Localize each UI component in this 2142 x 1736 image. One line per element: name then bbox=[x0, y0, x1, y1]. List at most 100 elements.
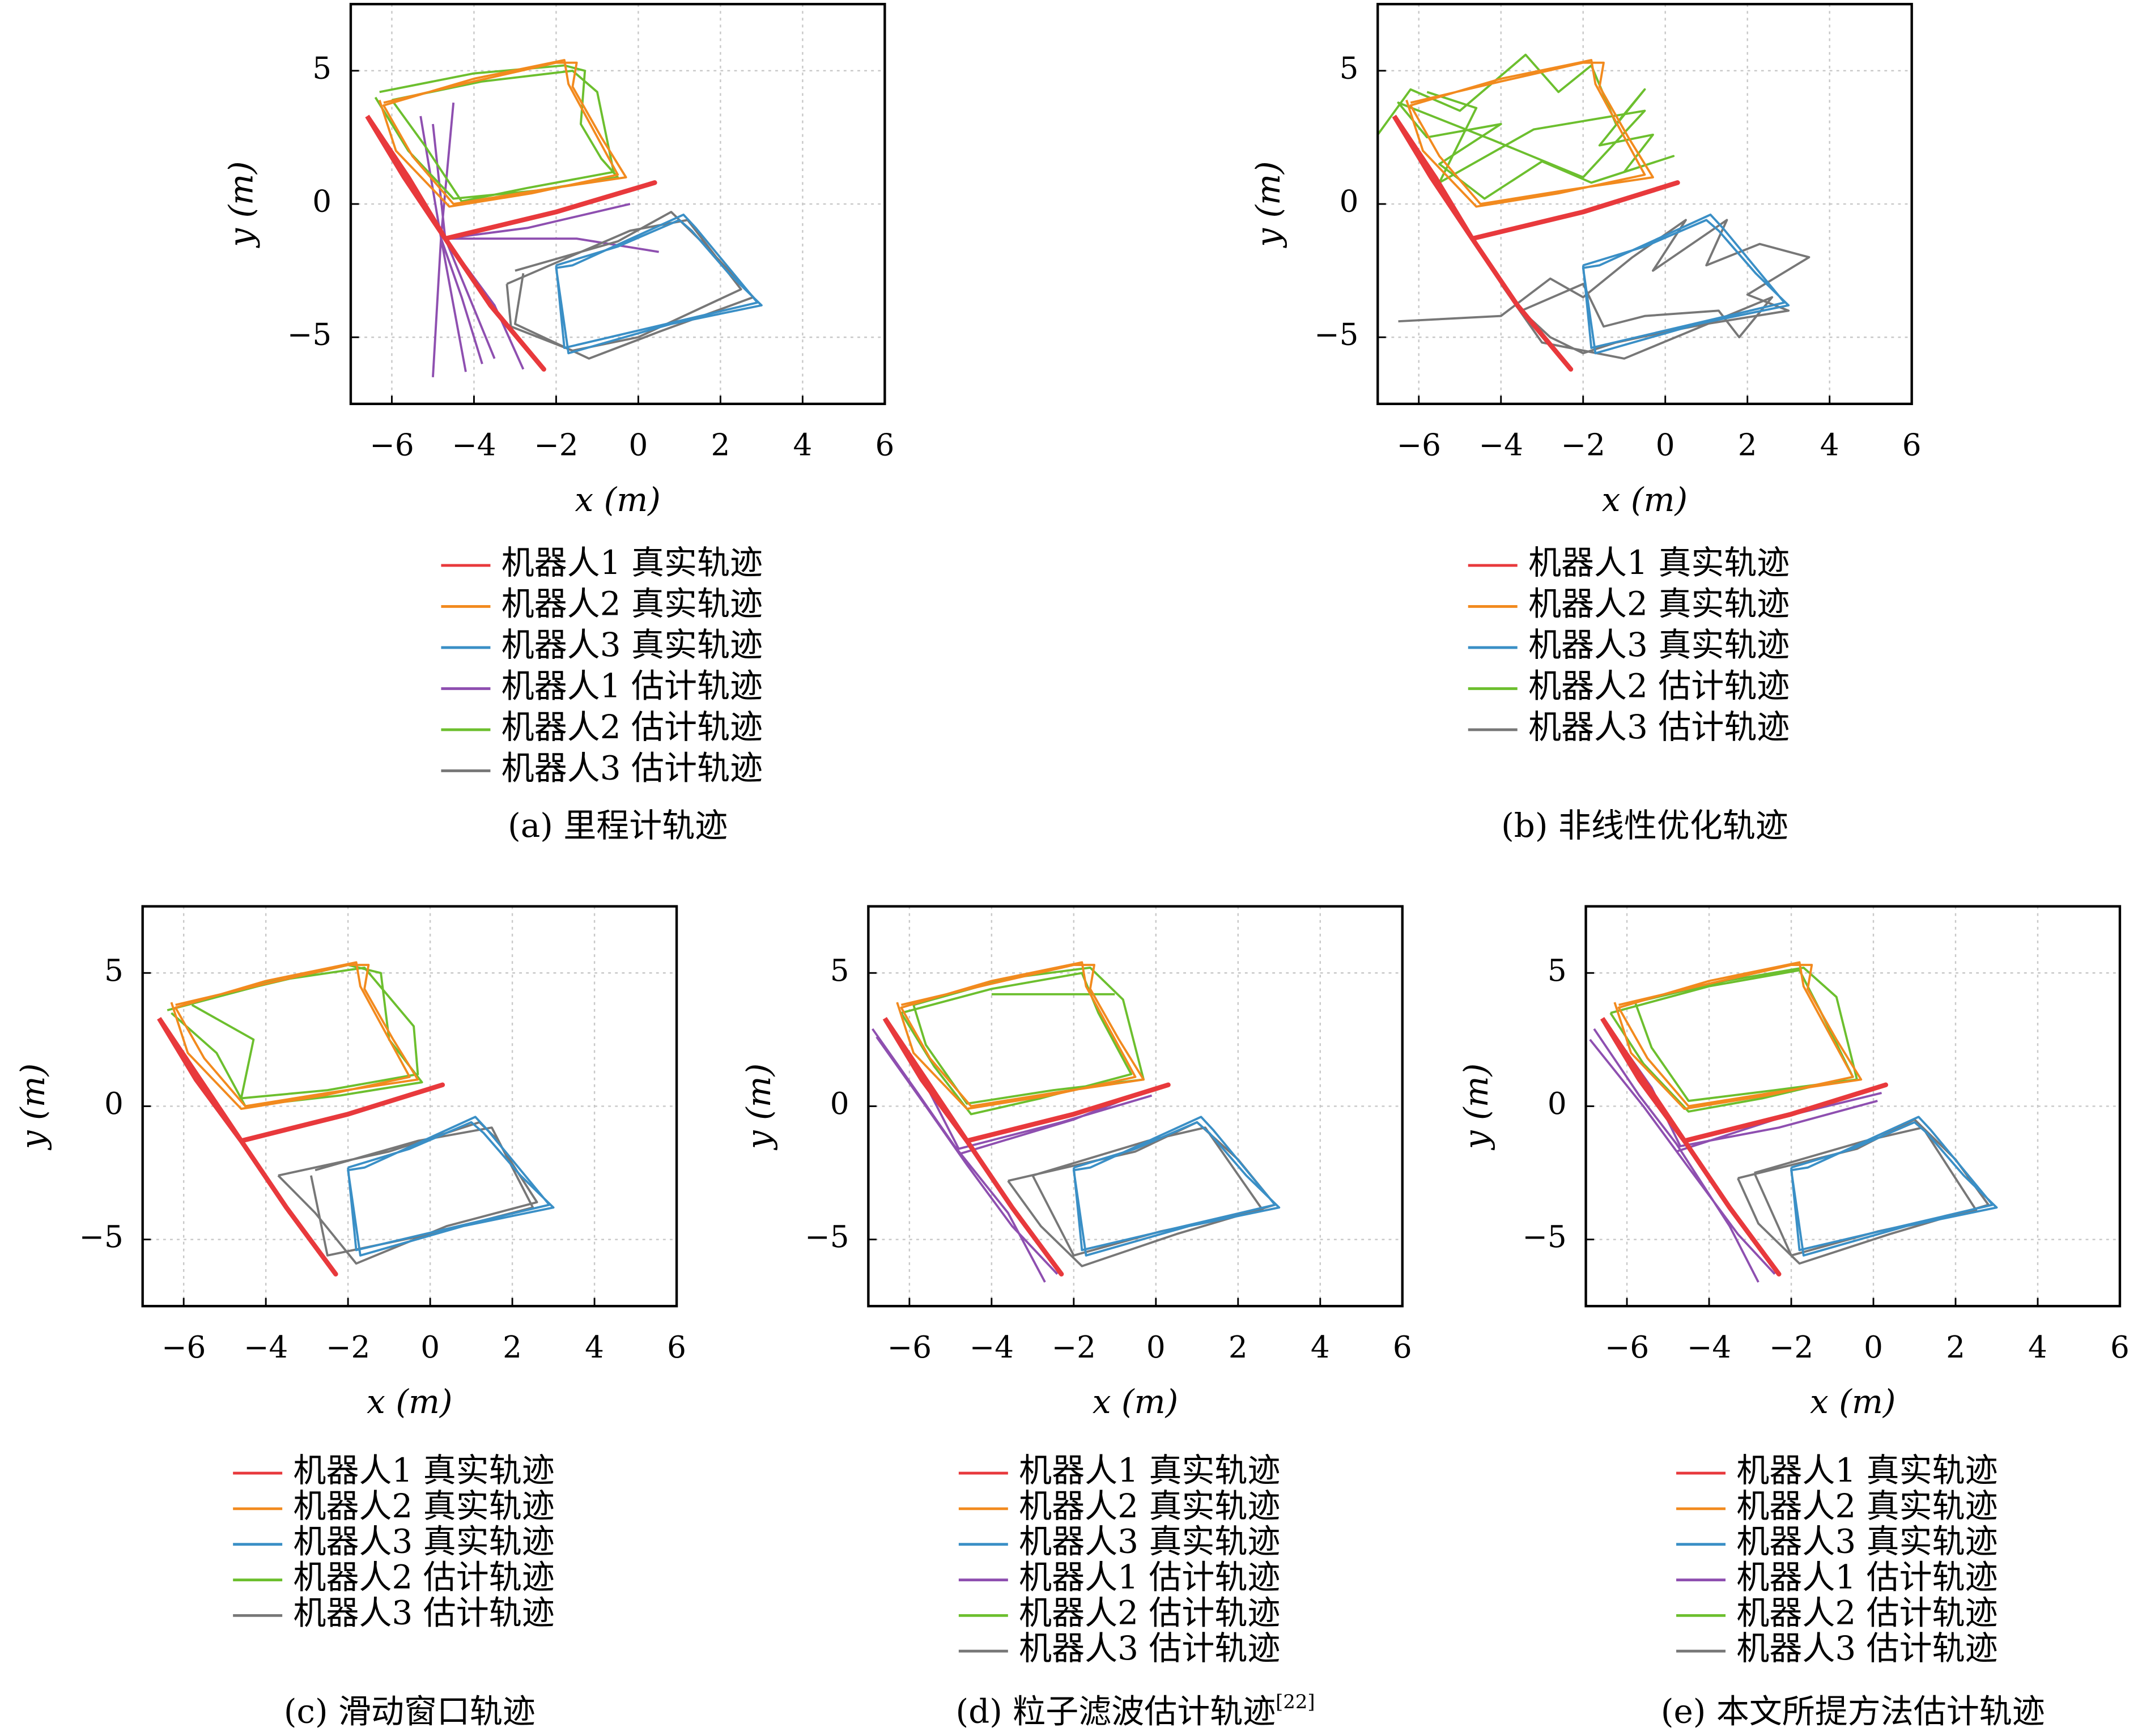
y-tick-label: −5 bbox=[805, 1219, 849, 1254]
legend-label: 机器人2 真实轨迹 bbox=[1019, 1487, 1280, 1525]
y-tick-label: 5 bbox=[104, 953, 124, 988]
x-tick-label: 6 bbox=[1393, 1330, 1412, 1365]
trajectory bbox=[1589, 1023, 1882, 1283]
trajectory bbox=[555, 213, 763, 355]
legend-label: 机器人2 真实轨迹 bbox=[502, 584, 763, 623]
legend-label: 机器人1 真实轨迹 bbox=[293, 1451, 554, 1490]
plot-frame bbox=[1376, 3, 1913, 406]
x-tick-label: 0 bbox=[1864, 1330, 1883, 1365]
legend-label: 机器人3 真实轨迹 bbox=[1736, 1522, 1998, 1561]
citation: [22] bbox=[1276, 1691, 1315, 1713]
caption: (c) 滑动窗口轨迹 bbox=[284, 1692, 536, 1730]
x-tick-label: −4 bbox=[244, 1330, 288, 1365]
plot-frame bbox=[867, 905, 1404, 1308]
plot-frame bbox=[141, 905, 678, 1308]
legend-label: 机器人1 真实轨迹 bbox=[1736, 1451, 1998, 1490]
trajectory bbox=[1376, 53, 1675, 200]
y-tick-label: −5 bbox=[1314, 317, 1358, 352]
legend-label: 机器人3 真实轨迹 bbox=[1019, 1522, 1280, 1561]
legend-label: 机器人2 真实轨迹 bbox=[293, 1487, 554, 1525]
legend-label: 机器人2 估计轨迹 bbox=[502, 708, 763, 746]
x-tick-label: 0 bbox=[629, 428, 648, 463]
legend-label: 机器人2 估计轨迹 bbox=[1736, 1593, 1998, 1632]
y-tick-label: −5 bbox=[79, 1219, 123, 1254]
caption: (e) 本文所提方法估计轨迹 bbox=[1661, 1692, 2045, 1730]
x-tick-label: −4 bbox=[452, 428, 496, 463]
x-axis-label: x (m) bbox=[1810, 1382, 1896, 1421]
x-tick-label: −4 bbox=[970, 1330, 1014, 1365]
legend-label: 机器人1 真实轨迹 bbox=[1019, 1451, 1280, 1490]
trajectory bbox=[347, 1116, 555, 1257]
x-tick-label: 2 bbox=[1229, 1330, 1248, 1365]
x-tick-label: −2 bbox=[534, 428, 578, 463]
legend-label: 机器人3 真实轨迹 bbox=[293, 1522, 554, 1561]
caption: (d) 粒子滤波估计轨迹[22] bbox=[956, 1691, 1315, 1730]
legend-label: 机器人1 真实轨迹 bbox=[502, 543, 763, 582]
y-axis-label: y (m) bbox=[1249, 161, 1287, 248]
y-tick-label: 5 bbox=[830, 953, 849, 988]
x-tick-label: −4 bbox=[1687, 1330, 1731, 1365]
x-tick-label: −6 bbox=[887, 1330, 932, 1365]
legend-label: 机器人1 估计轨迹 bbox=[1019, 1558, 1280, 1597]
trajectory bbox=[1790, 1116, 1998, 1257]
x-tick-label: 6 bbox=[2110, 1330, 2130, 1365]
x-tick-label: −2 bbox=[1769, 1330, 1813, 1365]
y-tick-label: −5 bbox=[287, 317, 332, 352]
x-axis-label: x (m) bbox=[1602, 480, 1688, 519]
y-tick-label: 5 bbox=[1548, 953, 1567, 988]
legend-label: 机器人1 真实轨迹 bbox=[1528, 543, 1790, 582]
legend-label: 机器人2 真实轨迹 bbox=[1736, 1487, 1998, 1525]
trajectory bbox=[1405, 59, 1654, 208]
y-axis-label: y (m) bbox=[222, 161, 261, 248]
trajectory bbox=[1613, 961, 1863, 1110]
trajectory bbox=[170, 961, 419, 1110]
legend-label: 机器人1 估计轨迹 bbox=[502, 666, 763, 705]
legend-label: 机器人2 真实轨迹 bbox=[1528, 584, 1790, 623]
trajectory bbox=[1600, 1016, 1888, 1277]
y-tick-label: 0 bbox=[104, 1086, 124, 1121]
x-axis-label: x (m) bbox=[575, 480, 660, 519]
trajectory bbox=[1072, 1116, 1281, 1257]
x-tick-label: 6 bbox=[1902, 428, 1922, 463]
x-tick-label: 0 bbox=[1656, 428, 1675, 463]
y-tick-label: 0 bbox=[1340, 184, 1359, 219]
plot-frame bbox=[349, 3, 886, 406]
x-tick-label: 4 bbox=[1820, 428, 1839, 463]
trajectory bbox=[896, 961, 1145, 1110]
legend-label: 机器人3 估计轨迹 bbox=[502, 748, 763, 787]
x-tick-label: −2 bbox=[1561, 428, 1605, 463]
trajectory bbox=[872, 1020, 1153, 1283]
caption: (b) 非线性优化轨迹 bbox=[1501, 806, 1788, 845]
x-tick-label: −2 bbox=[1052, 1330, 1096, 1365]
trajectory bbox=[882, 1016, 1171, 1277]
legend-label: 机器人2 估计轨迹 bbox=[1528, 666, 1790, 705]
x-tick-label: 4 bbox=[585, 1330, 604, 1365]
plot-frame bbox=[1584, 905, 2122, 1308]
x-tick-label: 2 bbox=[1946, 1330, 1965, 1365]
trajectory bbox=[1392, 114, 1680, 372]
caption: (a) 里程计轨迹 bbox=[508, 806, 728, 845]
x-tick-label: −6 bbox=[369, 428, 414, 463]
x-tick-label: 0 bbox=[1146, 1330, 1166, 1365]
y-axis-label: y (m) bbox=[740, 1063, 778, 1151]
x-tick-label: 4 bbox=[2028, 1330, 2047, 1365]
x-tick-label: 2 bbox=[1738, 428, 1757, 463]
x-tick-label: −4 bbox=[1479, 428, 1523, 463]
trajectory bbox=[1582, 213, 1790, 355]
legend-label: 机器人3 估计轨迹 bbox=[1736, 1629, 1998, 1667]
x-tick-label: −2 bbox=[326, 1330, 370, 1365]
x-tick-label: −6 bbox=[1605, 1330, 1649, 1365]
trajectory bbox=[378, 59, 627, 208]
x-tick-label: 2 bbox=[711, 428, 730, 463]
x-tick-label: 4 bbox=[1311, 1330, 1330, 1365]
trajectory bbox=[365, 114, 657, 372]
x-tick-label: 6 bbox=[875, 428, 894, 463]
x-tick-label: 6 bbox=[667, 1330, 686, 1365]
x-tick-label: −6 bbox=[1397, 428, 1441, 463]
legend-label: 机器人2 估计轨迹 bbox=[293, 1558, 554, 1597]
legend-label: 机器人3 估计轨迹 bbox=[293, 1593, 554, 1632]
